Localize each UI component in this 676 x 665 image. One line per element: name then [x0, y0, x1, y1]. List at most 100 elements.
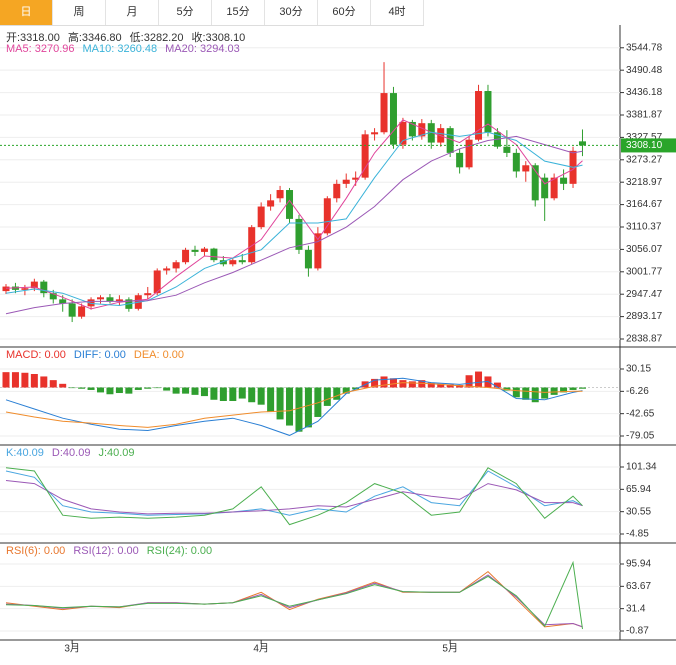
tab[interactable]: 60分: [318, 0, 371, 25]
ohlc-text: 开:3318.00: [6, 32, 60, 44]
candle-body: [389, 93, 397, 145]
candle-body: [115, 299, 123, 302]
macd-bar: [314, 387, 322, 417]
macd-bar: [380, 376, 388, 388]
legend-entry: MACD: 0.00: [6, 349, 66, 361]
candle-body: [342, 179, 350, 184]
candle-body: [286, 190, 294, 219]
y-tick-label: 3490.48: [626, 65, 663, 76]
macd-bar: [569, 387, 577, 390]
indicator-line: [5, 131, 583, 307]
macd-bar: [229, 387, 237, 402]
candle-body: [475, 91, 483, 140]
legend: K:40.09 D:40.09 J:40.09: [6, 447, 143, 459]
tab[interactable]: 5分: [159, 0, 212, 25]
indicator-line: [5, 382, 583, 428]
y-tick-label: 3001.77: [626, 266, 663, 277]
candle-body: [408, 121, 416, 137]
candle-body: [361, 134, 369, 178]
y-tick-label: 30.15: [626, 364, 651, 375]
macd-bar: [59, 383, 67, 388]
tab[interactable]: 4时: [371, 0, 424, 25]
macd-bar: [78, 387, 86, 389]
macd-bar: [276, 387, 284, 420]
candle-body: [418, 123, 426, 137]
legend-entry: J:40.09: [98, 447, 135, 459]
tab[interactable]: 月: [106, 0, 159, 25]
macd-bar: [267, 387, 275, 413]
macd-bar: [97, 387, 105, 393]
macd-bar: [134, 387, 142, 390]
candle-body: [144, 293, 152, 296]
legend-entry: MA10: 3260.48: [82, 43, 158, 55]
macd-bar: [153, 387, 161, 389]
y-tick-label: 30.55: [626, 506, 651, 517]
legend-entry: MA20: 3294.03: [165, 43, 240, 55]
candle-body: [550, 177, 558, 199]
indicator-line: [5, 377, 583, 436]
legend-entry: K:40.09: [6, 447, 44, 459]
candle-body: [560, 177, 568, 184]
macd-bar: [484, 376, 492, 388]
candle-body: [30, 281, 38, 289]
macd-bar: [87, 387, 95, 390]
tab[interactable]: 30分: [265, 0, 318, 25]
candle-body: [163, 268, 171, 271]
tab[interactable]: 日: [0, 0, 53, 25]
candle-body: [522, 165, 530, 172]
y-tick-label: 2838.87: [626, 334, 663, 345]
candle-body: [323, 198, 331, 234]
candle-body: [371, 132, 379, 135]
candle-body: [578, 141, 586, 146]
legend: MA5: 3270.96 MA10: 3260.48 MA20: 3294.03: [6, 43, 248, 55]
macd-bar: [408, 381, 416, 388]
legend-entry: RSI(12): 0.00: [73, 545, 139, 557]
candle-body: [172, 262, 180, 269]
macd-bar: [11, 372, 19, 388]
candle-body: [276, 190, 284, 199]
y-tick-label: 3164.67: [626, 199, 663, 210]
candle-body: [295, 218, 303, 250]
macd-bar: [49, 380, 57, 388]
macd-bar: [503, 387, 511, 391]
macd-bar: [475, 371, 483, 388]
macd-bar: [144, 387, 152, 389]
candle-body: [2, 286, 10, 292]
candle-body: [68, 303, 76, 317]
macd-bar: [333, 387, 341, 400]
y-tick-label: -0.87: [626, 626, 649, 637]
macd-bar: [560, 387, 568, 393]
macd-bar: [427, 382, 435, 388]
candle-body: [248, 227, 256, 263]
last-price-tag: [621, 138, 676, 153]
macd-bar: [257, 387, 265, 405]
y-tick-label: 3056.07: [626, 244, 663, 255]
y-tick-label: -42.65: [626, 408, 655, 419]
x-tick-label: 5月: [442, 643, 458, 655]
candle-body: [257, 206, 265, 228]
y-tick-label: 95.94: [626, 559, 651, 570]
candle-body: [153, 270, 161, 294]
tab[interactable]: 15分: [212, 0, 265, 25]
legend-entry: DIFF: 0.00: [73, 349, 126, 361]
y-tick-label: 3381.87: [626, 110, 663, 121]
legend-entry: DEA: 0.00: [133, 349, 185, 361]
candle-body: [78, 306, 86, 317]
macd-bar: [210, 387, 218, 400]
tab[interactable]: 周: [53, 0, 106, 25]
macd-bar: [191, 387, 199, 395]
candle-body: [49, 293, 57, 300]
macd-bar: [40, 376, 48, 388]
legend: RSI(6): 0.00 RSI(12): 0.00 RSI(24): 0.00: [6, 545, 220, 557]
macd-bar: [30, 374, 38, 388]
x-tick-label: 3月: [64, 643, 80, 655]
candle-body: [399, 121, 407, 145]
indicator-line: [5, 470, 583, 516]
candle-body: [97, 297, 105, 300]
indicator-line: [5, 119, 583, 310]
candle-body: [503, 146, 511, 153]
legend-entry: MA5: 3270.96: [6, 43, 75, 55]
candle-body: [267, 200, 275, 207]
y-tick-label: -4.85: [626, 529, 649, 540]
